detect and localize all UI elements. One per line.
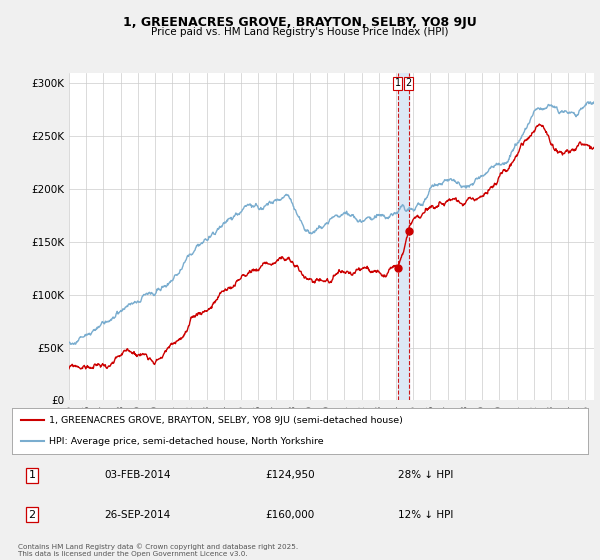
Text: 26-SEP-2014: 26-SEP-2014 (104, 510, 170, 520)
Text: 12% ↓ HPI: 12% ↓ HPI (398, 510, 453, 520)
Text: £124,950: £124,950 (265, 470, 315, 480)
Text: 1, GREENACRES GROVE, BRAYTON, SELBY, YO8 9JU (semi-detached house): 1, GREENACRES GROVE, BRAYTON, SELBY, YO8… (49, 416, 403, 424)
Text: 1: 1 (395, 78, 401, 88)
Text: 03-FEB-2014: 03-FEB-2014 (104, 470, 170, 480)
Text: 1, GREENACRES GROVE, BRAYTON, SELBY, YO8 9JU: 1, GREENACRES GROVE, BRAYTON, SELBY, YO8… (123, 16, 477, 29)
Text: Price paid vs. HM Land Registry's House Price Index (HPI): Price paid vs. HM Land Registry's House … (151, 27, 449, 37)
Text: £160,000: £160,000 (265, 510, 314, 520)
Bar (398, 73, 409, 400)
Text: HPI: Average price, semi-detached house, North Yorkshire: HPI: Average price, semi-detached house,… (49, 437, 324, 446)
Text: Contains HM Land Registry data © Crown copyright and database right 2025.
This d: Contains HM Land Registry data © Crown c… (18, 544, 298, 557)
Text: 2: 2 (406, 78, 412, 88)
Text: 28% ↓ HPI: 28% ↓ HPI (398, 470, 453, 480)
Text: 1: 1 (29, 470, 35, 480)
Text: 2: 2 (29, 510, 36, 520)
